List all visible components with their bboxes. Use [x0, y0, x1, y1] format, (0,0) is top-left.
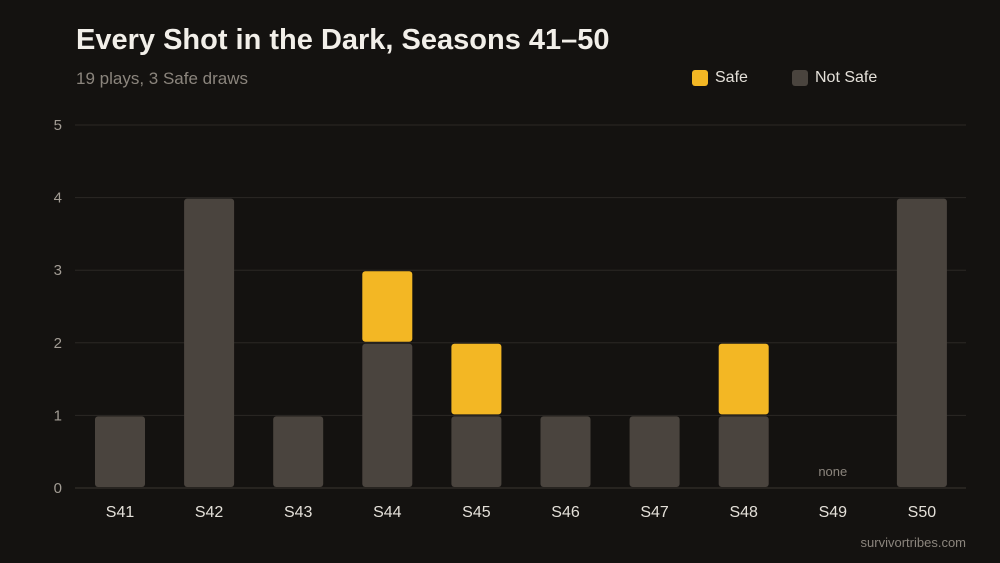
legend-item-safe: Safe [692, 69, 748, 87]
x-tick-label-s50: S50 [908, 504, 937, 521]
bar-s50-not-safe [896, 198, 947, 487]
y-tick-label-1: 1 [54, 407, 62, 424]
bar-s45-not-safe [451, 416, 502, 487]
legend-swatch-safe [692, 70, 708, 86]
x-tick-label-s43: S43 [284, 504, 313, 521]
bar-s41-not-safe [95, 416, 145, 487]
source-credit: survivortribes.com [860, 535, 966, 550]
chart-subtitle: 19 plays, 3 Safe draws [76, 69, 248, 88]
x-tick-label-s49: S49 [819, 504, 848, 521]
legend-label-safe: Safe [715, 69, 748, 86]
bar-s42-not-safe [184, 198, 235, 487]
x-tick-label-s44: S44 [373, 504, 402, 521]
x-tick-label-s46: S46 [551, 504, 580, 521]
x-tick-label-s45: S45 [462, 504, 491, 521]
legend-swatch-not-safe [792, 70, 808, 86]
x-tick-label-s41: S41 [106, 504, 135, 521]
y-tick-label-5: 5 [54, 117, 62, 134]
bar-s48-not-safe [718, 416, 769, 487]
bar-s45-safe [451, 343, 502, 415]
legend-label-not-safe: Not Safe [815, 69, 878, 86]
annotation-s49: none [818, 464, 847, 479]
legend-item-not-safe: Not Safe [792, 69, 877, 87]
bar-s47-not-safe [629, 416, 680, 487]
y-tick-label-2: 2 [54, 335, 62, 352]
bar-s44-not-safe [362, 343, 413, 487]
y-tick-label-3: 3 [54, 262, 62, 279]
x-tick-label-s47: S47 [640, 504, 669, 521]
bar-s46-not-safe [540, 416, 591, 487]
x-tick-label-s48: S48 [729, 504, 758, 521]
bar-s44-safe [362, 271, 413, 342]
chart-title: Every Shot in the Dark, Seasons 41–50 [76, 24, 610, 56]
bar-s48-safe [718, 343, 769, 415]
bar-s43-not-safe [273, 416, 324, 487]
x-tick-label-s42: S42 [195, 504, 224, 521]
y-tick-label-4: 4 [54, 190, 62, 207]
y-tick-label-0: 0 [54, 480, 62, 497]
